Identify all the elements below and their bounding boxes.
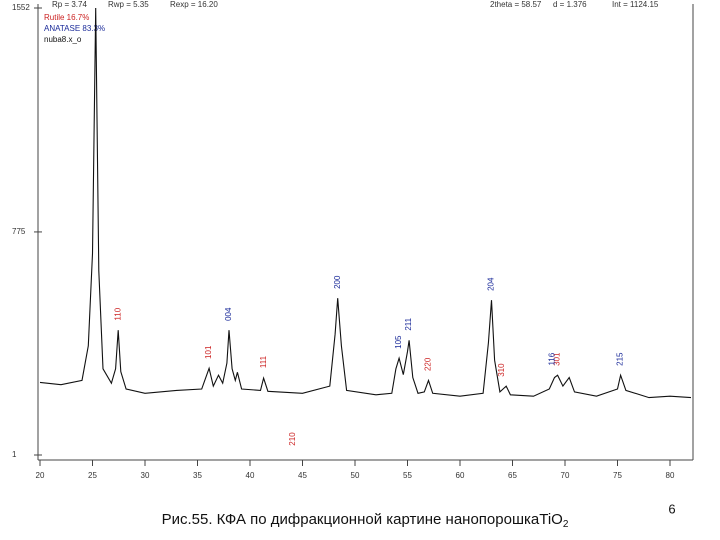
peak-label: 116 [548, 352, 557, 365]
y-tick-label: 1552 [12, 3, 30, 12]
observed-pattern [39, 7, 692, 399]
caption-subscript: 2 [563, 519, 569, 530]
peak-label: 215 [616, 352, 625, 366]
y-tick-label: 775 [12, 227, 26, 236]
x-tick-label: 80 [666, 471, 675, 480]
x-tick-label: 30 [141, 471, 150, 480]
peak-label: 004 [224, 307, 233, 321]
x-tick-label: 40 [246, 471, 255, 480]
peak-label: 200 [333, 275, 342, 289]
peak-label: 110 [113, 307, 122, 320]
fit-statistic: 2theta = 58.57 [490, 0, 542, 9]
fit-statistic: Rwp = 5.35 [108, 0, 149, 9]
x-tick-label: 65 [508, 471, 517, 480]
x-tick-label: 75 [613, 471, 622, 480]
peak-label: 301 [553, 352, 562, 366]
peak-label: 210 [288, 432, 297, 446]
caption-text: Рис.55. КФА по дифракционной картине нан… [162, 511, 563, 528]
peak-label: 310 [497, 363, 506, 377]
fit-statistic: Rexp = 16.20 [170, 0, 218, 9]
legend-entry: ANATASE 83.3% [44, 24, 105, 33]
peak-label: 211 [404, 317, 413, 330]
x-tick-label: 50 [351, 471, 360, 480]
fit-statistic: Rp = 3.74 [52, 0, 87, 9]
legend-entry: Rutile 16.7% [44, 13, 89, 22]
peak-label: 105 [394, 335, 403, 349]
x-tick-label: 70 [561, 471, 570, 480]
peak-label: 220 [424, 357, 433, 371]
caption: Рис.55. КФА по дифракционной картине нан… [162, 511, 569, 530]
y-tick-label: 1 [12, 450, 17, 459]
fit-statistic: Int = 1124.15 [612, 0, 659, 9]
x-tick-label: 20 [36, 471, 45, 480]
peak-label: 111 [259, 355, 268, 368]
x-tick-label: 55 [403, 471, 412, 480]
page-number: 6 [668, 501, 675, 516]
x-tick-label: 35 [193, 471, 202, 480]
peak-label: 204 [487, 277, 496, 291]
x-tick-label: 45 [298, 471, 307, 480]
peak-label: 101 [204, 345, 213, 359]
fit-statistic: d = 1.376 [553, 0, 587, 9]
legend-entry: nuba8.x_o [44, 35, 82, 44]
x-tick-label: 60 [456, 471, 465, 480]
x-tick-label: 25 [88, 471, 97, 480]
